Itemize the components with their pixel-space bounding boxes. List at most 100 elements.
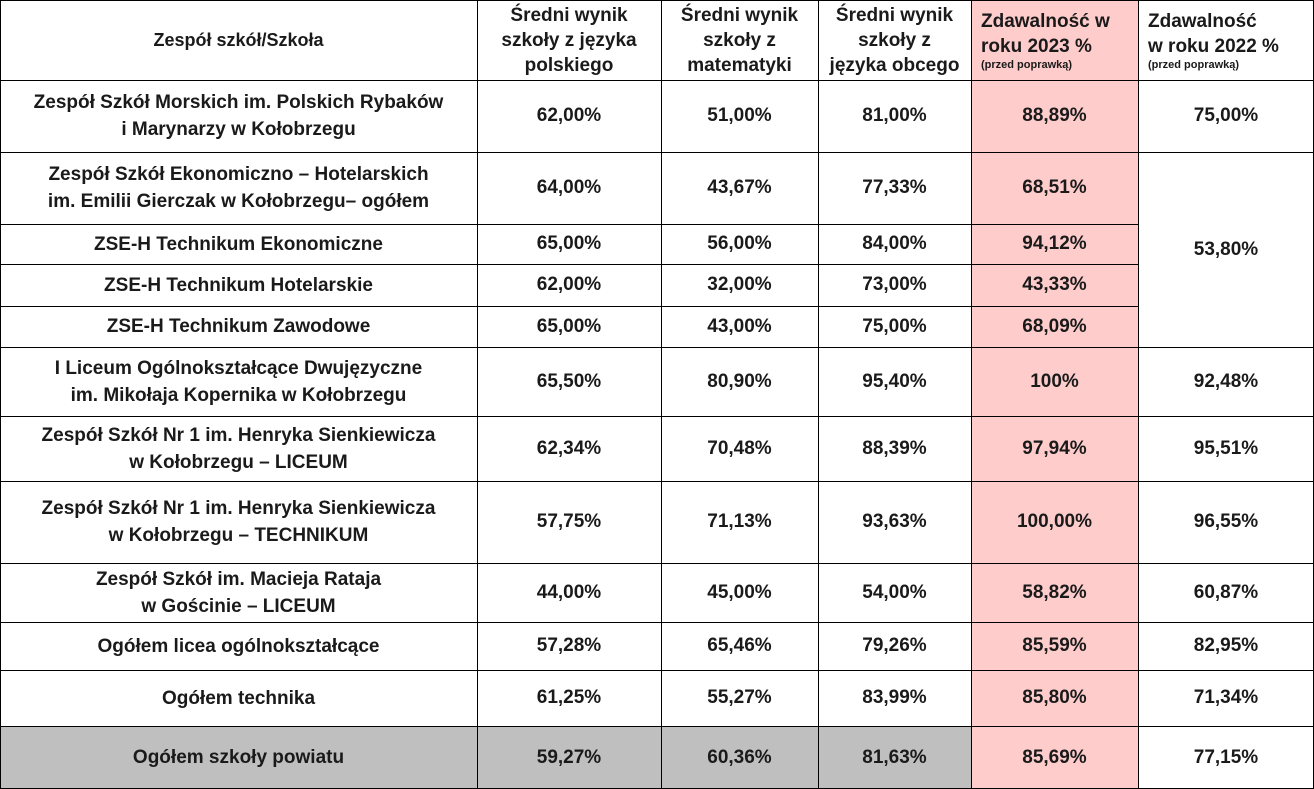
table-row-name: Ogółem technika (0, 670, 477, 726)
table-cell-polish: 65,00% (477, 306, 661, 347)
cell-value: 65,00% (536, 315, 602, 337)
cell-value: 81,63% (862, 746, 927, 768)
cell-value: 77,33% (862, 177, 927, 198)
cell-value: 95,40% (862, 370, 927, 392)
cell-value: 96,55% (1193, 511, 1259, 532)
cell-value: 70,48% (707, 437, 772, 459)
table-cell-math: 60,36% (661, 726, 818, 789)
table-row-name: ZSE-H Technikum Hotelarskie (0, 264, 477, 306)
cell-value: 93,63% (862, 511, 927, 532)
row-name-line: w Kołobrzegu – TECHNIKUM (108, 525, 369, 546)
table-cell-pass2023: 94,12% (971, 224, 1138, 264)
cell-value: 57,28% (536, 635, 602, 656)
cell-value: 57,75% (536, 511, 602, 532)
column-divider (477, 0, 478, 789)
row-name-line: ZSE-H Technikum Ekonomiczne (94, 233, 383, 255)
cell-value: 88,39% (862, 437, 927, 459)
table-cell-pass2022: 71,34% (1138, 670, 1314, 726)
pass-2023-column-bg (971, 0, 1138, 789)
cell-value: 79,26% (862, 635, 927, 656)
row-name-line: Zespół Szkół Nr 1 im. Henryka Sienkiewic… (41, 424, 436, 446)
table-cell-foreign: 77,33% (818, 152, 971, 224)
table-row-name: ZSE-H Technikum Ekonomiczne (0, 224, 477, 264)
row-name-line: im. Emilii Gierczak w Kołobrzegu– ogółem (47, 191, 430, 212)
table-cell-math: 45,00% (661, 563, 818, 622)
column-divider (818, 0, 819, 789)
table-cell-pass2023: 68,09% (971, 306, 1138, 347)
column-divider (0, 0, 1, 789)
cell-value: 80,90% (707, 370, 772, 392)
table-cell-pass2023: 58,82% (971, 563, 1138, 622)
cell-value: 60,87% (1193, 581, 1259, 603)
header-foreign: Średni wynik szkoły z języka obcego (829, 4, 960, 76)
cell-value: 75,00% (1193, 105, 1259, 126)
table-cell-polish: 61,25% (477, 670, 661, 726)
cell-value: 95,51% (1193, 437, 1259, 459)
table-cell-math: 32,00% (661, 264, 818, 306)
row-divider (0, 347, 1314, 348)
cell-value: 83,99% (862, 687, 927, 708)
cell-value: 62,00% (536, 274, 602, 295)
table-cell-math: 65,46% (661, 622, 818, 670)
table-cell-pass2022: 96,55% (1138, 481, 1314, 563)
row-name-line: Zespół Szkół im. Macieja Rataja (95, 568, 382, 590)
table-cell-foreign: 75,00% (818, 306, 971, 347)
header-math: Średni wynik szkoły z matematyki (680, 4, 799, 76)
row-divider (0, 563, 1314, 564)
table-cell-foreign: 93,63% (818, 481, 971, 563)
cell-value: 58,82% (1022, 581, 1087, 603)
column-divider (1138, 0, 1139, 789)
table-cell-math: 43,00% (661, 306, 818, 347)
row-divider (0, 416, 1314, 417)
table-cell-math: 80,90% (661, 347, 818, 416)
row-divider (0, 726, 1314, 727)
table-cell-math: 71,13% (661, 481, 818, 563)
cell-value: 62,34% (536, 437, 602, 459)
row-divider (0, 80, 1314, 81)
table-cell-pass2023: 85,59% (971, 622, 1138, 670)
row-name-line: I Liceum Ogólnokształcące Dwujęzyczne (54, 357, 423, 379)
cell-value: 88,89% (1022, 105, 1087, 126)
cell-value: 43,67% (707, 177, 772, 198)
row-divider (0, 670, 1314, 671)
table-cell-pass2022: 77,15% (1138, 726, 1314, 789)
row-name-line: w Gościnie – LICEUM (141, 595, 336, 617)
cell-value: 51,00% (707, 105, 772, 126)
cell-value: 32,00% (707, 274, 772, 295)
table-cell-math: 43,67% (661, 152, 818, 224)
pass-2022-zseh-merged: 53,80% (1193, 238, 1259, 260)
cell-value: 68,09% (1022, 315, 1087, 337)
cell-value: 97,94% (1022, 437, 1087, 459)
cell-value: 81,00% (862, 105, 927, 126)
header-pass-2022-note: (przed poprawką) (1148, 58, 1240, 71)
row-divider (0, 152, 1314, 153)
cell-value: 82,95% (1193, 635, 1259, 656)
table-row-name: Zespół Szkół im. Macieja Rataja w Gościni… (0, 563, 477, 622)
table-cell-pass2022: 75,00% (1138, 80, 1314, 152)
row-divider (0, 306, 1138, 307)
table-row-name: Ogółem szkoły powiatu (0, 726, 477, 789)
cell-value: 85,59% (1022, 635, 1087, 656)
header-school: Zespół szkół/Szkoła (153, 29, 324, 50)
cell-value: 43,00% (707, 315, 772, 337)
row-name-line: i Marynarzy w Kołobrzegu (121, 119, 356, 140)
row-divider (0, 264, 1138, 265)
row-name-line: ZSE-H Technikum Hotelarskie (104, 274, 373, 296)
row-divider (0, 622, 1314, 623)
row-divider (0, 224, 1138, 225)
header-pass-2023-note: (przed poprawką) (981, 58, 1073, 71)
cell-value: 43,33% (1022, 274, 1087, 295)
cell-value: 55,27% (707, 687, 772, 708)
row-name-line: Zespół Szkół Nr 1 im. Henryka Sienkiewic… (41, 498, 436, 519)
cell-value: 100% (1030, 370, 1079, 392)
table-cell-pass2023: 43,33% (971, 264, 1138, 306)
column-divider (661, 0, 662, 789)
table-cell-pass2022: 95,51% (1138, 416, 1314, 481)
table-cell-polish: 65,50% (477, 347, 661, 416)
table-cell-foreign: 83,99% (818, 670, 971, 726)
table-cell-pass2022: 60,87% (1138, 563, 1314, 622)
table-cell-foreign: 73,00% (818, 264, 971, 306)
table-cell-pass2023: 97,94% (971, 416, 1138, 481)
cell-value: 94,12% (1022, 233, 1087, 254)
